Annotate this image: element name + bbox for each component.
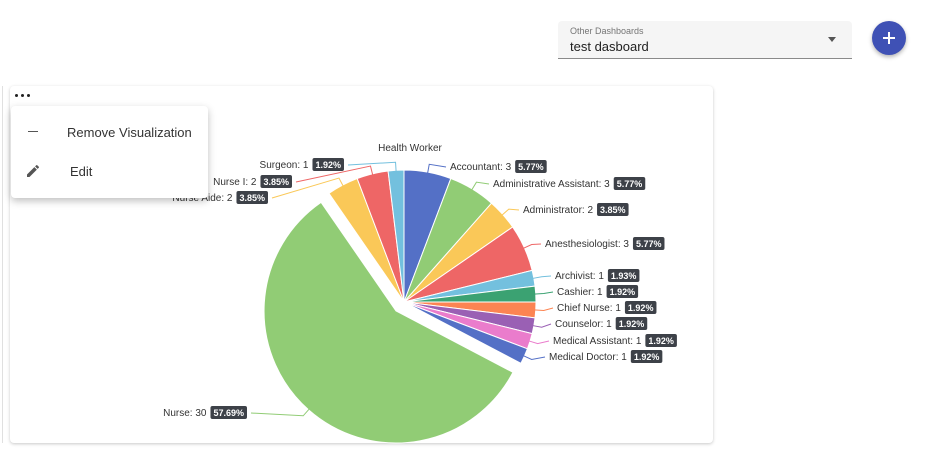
pie-leader-line xyxy=(347,161,397,173)
pie-label-text: Accountant: 3 xyxy=(450,162,512,173)
pie-label-anesthesiologist: Anesthesiologist: 3 5.77% xyxy=(545,237,665,250)
pie-label-nurse-i: Nurse I: 2 3.85% xyxy=(213,175,292,188)
pie-label-nurse-aide: Nurse Aide: 2 3.85% xyxy=(172,191,268,204)
pie-leader-line xyxy=(533,307,554,311)
pie-label-medical-doctor: Medical Doctor: 1 1.92% xyxy=(549,350,663,363)
pie-leader-line xyxy=(426,163,447,175)
pie-percent-badge xyxy=(597,203,629,216)
pie-label-text: Chief Nurse: 1 xyxy=(557,303,621,314)
pie-percent-badge xyxy=(624,301,657,314)
pie-percent-badge xyxy=(606,285,639,298)
pie-leader-line xyxy=(522,243,542,250)
pie-leader-line xyxy=(531,275,552,280)
pie-label-chief-nurse: Chief Nurse: 1 1.92% xyxy=(557,301,657,314)
pie-percent-badge-text: 57.69% xyxy=(213,408,244,418)
pie-label-text: Anesthesiologist: 3 xyxy=(545,239,629,250)
other-dashboards-label: Other Dashboards xyxy=(570,26,644,36)
pie-percent-badge-text: 3.85% xyxy=(263,177,289,187)
pie-percent-badge-text: 3.85% xyxy=(239,193,265,203)
pie-percent-badge xyxy=(615,317,648,330)
pie-percent-badge xyxy=(630,350,663,363)
remove-visualization-menu-item[interactable]: Remove Visualization xyxy=(11,112,208,152)
visualization-menu: Remove Visualization Edit xyxy=(11,106,208,198)
pie-percent-badge-text: 5.77% xyxy=(518,162,544,172)
dash-icon xyxy=(28,131,38,132)
pie-percent-badge xyxy=(312,158,344,171)
pie-label-text: Medical Doctor: 1 xyxy=(549,352,627,363)
pie-label-nurse: Nurse: 30 57.69% xyxy=(163,406,247,419)
pie-leader-line xyxy=(527,340,550,345)
pie-label-text: Nurse I: 2 xyxy=(213,177,257,188)
pie-leader-line xyxy=(271,177,345,199)
pie-percent-badge xyxy=(613,177,646,190)
other-dashboards-value: test dasboard xyxy=(570,39,649,54)
pie-label-text: Counselor: 1 xyxy=(555,319,612,330)
pie-percent-badge-text: 1.92% xyxy=(648,336,674,346)
pie-percent-badge-text: 1.92% xyxy=(619,319,645,329)
pie-label-text: Medical Assistant: 1 xyxy=(553,336,642,347)
pie-slices xyxy=(263,169,537,444)
edit-menu-item[interactable]: Edit xyxy=(11,151,208,191)
pie-percent-badge-text: 5.77% xyxy=(636,239,662,249)
pie-label-text: Nurse Aide: 2 xyxy=(172,193,232,204)
pie-percent-badge-text: 1.92% xyxy=(628,303,654,313)
pie-leader-line xyxy=(250,407,311,417)
pie-label-administrator: Administrator: 2 3.85% xyxy=(523,203,629,216)
pie-leader-line xyxy=(531,323,552,328)
pie-label-text: Surgeon: 1 xyxy=(260,160,309,171)
edit-label: Edit xyxy=(70,164,93,179)
pie-label-surgeon: Surgeon: 1 1.92% xyxy=(260,158,344,171)
add-dashboard-button[interactable] xyxy=(872,21,906,55)
pie-leader-line xyxy=(533,291,554,295)
pie-percent-badge-text: 1.92% xyxy=(315,160,341,170)
chart-title: Health Worker xyxy=(378,143,442,154)
pie-label-accountant: Accountant: 3 5.77% xyxy=(450,160,547,173)
other-dashboards-select[interactable]: Other Dashboards test dasboard xyxy=(558,21,852,59)
pie-percent-badge-text: 1.92% xyxy=(610,287,636,297)
pie-percent-badge-text: 1.92% xyxy=(634,352,660,362)
pie-label-administrative-assistant: Administrative Assistant: 3 5.77% xyxy=(493,177,646,190)
remove-visualization-label: Remove Visualization xyxy=(67,125,192,140)
pie-label-text: Archivist: 1 xyxy=(555,271,604,282)
pie-percent-badge xyxy=(607,269,640,282)
pie-percent-badge xyxy=(210,406,247,419)
pie-leader-line xyxy=(295,165,374,183)
pie-percent-badge xyxy=(236,191,268,204)
pie-leader-line xyxy=(500,208,520,217)
pie-label-text: Nurse: 30 xyxy=(163,408,207,419)
pie-percent-badge xyxy=(645,334,677,347)
pie-label-archivist: Archivist: 1 1.93% xyxy=(555,269,640,282)
pie-label-cashier: Cashier: 1 1.92% xyxy=(557,285,639,298)
adjacent-card-edge xyxy=(0,86,3,443)
pie-label-text: Administrative Assistant: 3 xyxy=(493,179,610,190)
pie-leader-line xyxy=(522,354,546,360)
pencil-icon xyxy=(27,164,39,177)
pie-leader-line xyxy=(470,181,490,192)
pie-percent-badge-text: 1.93% xyxy=(611,271,637,281)
pie-label-medical-assistant: Medical Assistant: 1 1.92% xyxy=(553,334,677,347)
caret-down-icon xyxy=(828,37,836,42)
pie-label-text: Administrator: 2 xyxy=(523,205,593,216)
pie-labels: Accountant: 3 5.77%Administrative Assista… xyxy=(163,158,677,419)
pie-percent-badge-text: 3.85% xyxy=(600,205,626,215)
pie-percent-badge xyxy=(260,175,292,188)
more-horiz-icon[interactable] xyxy=(14,90,32,100)
pie-label-text: Cashier: 1 xyxy=(557,287,603,298)
pie-percent-badge xyxy=(632,237,665,250)
pie-percent-badge-text: 5.77% xyxy=(617,179,643,189)
pie-percent-badge xyxy=(515,160,547,173)
pie-label-counselor: Counselor: 1 1.92% xyxy=(555,317,648,330)
